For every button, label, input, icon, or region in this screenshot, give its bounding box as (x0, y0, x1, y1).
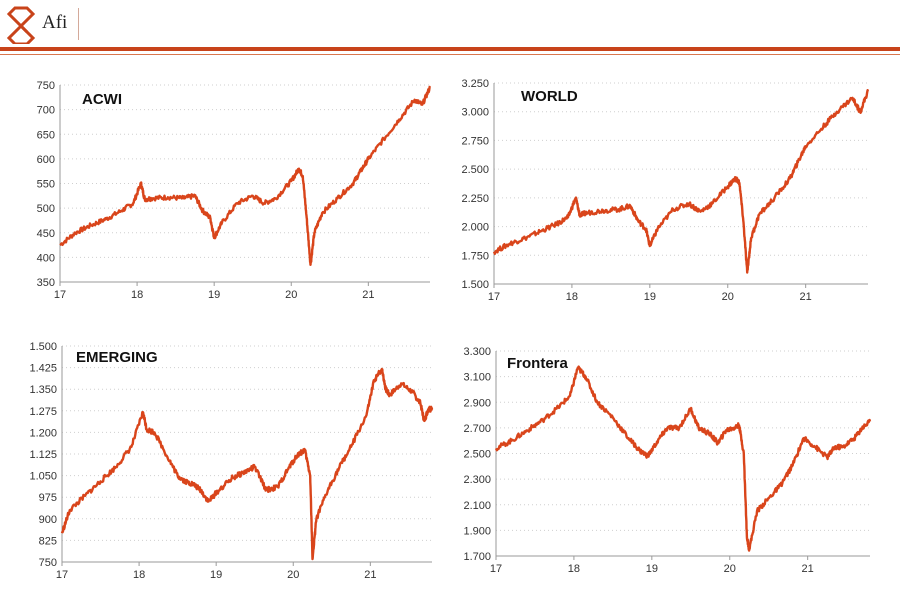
x-tick-label: 18 (566, 291, 578, 303)
y-tick-label: 1.500 (29, 341, 57, 353)
x-tick-label: 21 (362, 289, 374, 301)
x-tick-label: 21 (364, 569, 376, 581)
x-tick-label: 18 (133, 569, 145, 581)
y-tick-label: 1.275 (29, 406, 57, 418)
y-tick-label: 550 (37, 179, 55, 191)
y-tick-label: 2.500 (463, 449, 491, 461)
y-tick-label: 700 (37, 105, 55, 117)
y-tick-label: 650 (37, 129, 55, 141)
x-tick-label: 17 (490, 563, 502, 575)
y-tick-label: 2.300 (463, 474, 491, 486)
y-tick-label: 750 (39, 557, 57, 569)
y-tick-label: 2.000 (461, 222, 489, 234)
header-accent-line (0, 54, 900, 55)
x-tick-label: 20 (285, 289, 297, 301)
y-tick-label: 2.100 (463, 500, 491, 512)
brand-name: Afi (42, 12, 68, 33)
y-tick-label: 1.750 (461, 250, 489, 262)
chart-title: ACWI (82, 91, 122, 108)
y-tick-label: 450 (37, 228, 55, 240)
x-tick-label: 18 (131, 289, 143, 301)
y-tick-label: 1.050 (29, 471, 57, 483)
x-tick-label: 17 (488, 291, 500, 303)
y-tick-label: 900 (39, 514, 57, 526)
series-line (492, 88, 870, 274)
y-tick-label: 1.425 (29, 363, 57, 375)
afi-ribbon-logo-icon (6, 6, 36, 44)
y-tick-label: 600 (37, 154, 55, 166)
header-accent-bar (0, 47, 900, 51)
header-divider (78, 8, 79, 40)
y-tick-label: 825 (39, 535, 57, 547)
y-tick-label: 3.100 (463, 372, 491, 384)
y-tick-label: 1.200 (29, 427, 57, 439)
x-tick-label: 18 (568, 563, 580, 575)
y-tick-label: 1.500 (461, 279, 489, 291)
series-line (59, 85, 431, 266)
series-line (494, 365, 872, 552)
x-tick-label: 17 (54, 289, 66, 301)
y-tick-label: 3.250 (461, 78, 489, 90)
y-tick-label: 2.900 (463, 397, 491, 409)
y-tick-label: 2.500 (461, 164, 489, 176)
x-tick-label: 19 (210, 569, 222, 581)
x-tick-label: 20 (724, 563, 736, 575)
y-tick-label: 1.900 (463, 525, 491, 537)
series-line (60, 367, 434, 561)
chart-title: EMERGING (76, 349, 158, 366)
y-tick-label: 3.000 (461, 107, 489, 119)
x-tick-label: 19 (646, 563, 658, 575)
y-tick-label: 1.125 (29, 449, 57, 461)
x-tick-label: 20 (287, 569, 299, 581)
y-tick-label: 2.700 (463, 423, 491, 435)
y-tick-label: 2.250 (461, 193, 489, 205)
app-header: Afi (0, 0, 900, 48)
chart-title: WORLD (521, 88, 578, 105)
chart-title: Frontera (507, 355, 569, 372)
y-tick-label: 500 (37, 203, 55, 215)
x-tick-label: 21 (800, 291, 812, 303)
x-tick-label: 19 (208, 289, 220, 301)
x-tick-label: 17 (56, 569, 68, 581)
y-tick-label: 1.350 (29, 384, 57, 396)
y-tick-label: 750 (37, 80, 55, 92)
y-tick-label: 2.750 (461, 135, 489, 147)
x-tick-label: 19 (644, 291, 656, 303)
y-tick-label: 1.700 (463, 551, 491, 563)
y-tick-label: 350 (37, 277, 55, 289)
y-tick-label: 3.300 (463, 346, 491, 358)
y-tick-label: 975 (39, 492, 57, 504)
x-tick-label: 20 (722, 291, 734, 303)
x-tick-label: 21 (802, 563, 814, 575)
y-tick-label: 400 (37, 252, 55, 264)
